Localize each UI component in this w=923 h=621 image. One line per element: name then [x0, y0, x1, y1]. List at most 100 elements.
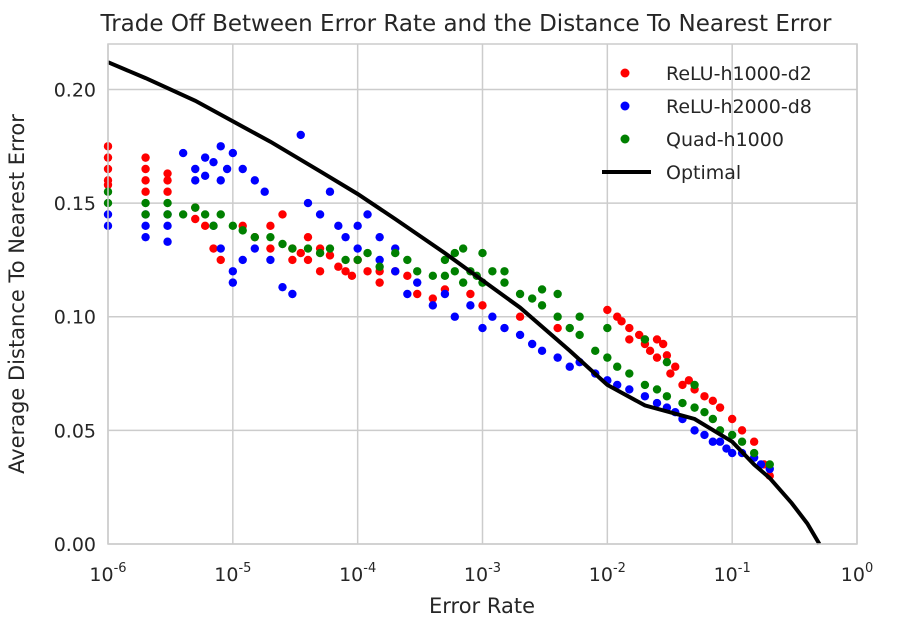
- data-point: [141, 198, 150, 208]
- data-point: [403, 289, 412, 299]
- data-point: [553, 323, 562, 333]
- data-point: [458, 244, 468, 253]
- x-tick-label: 10-2: [589, 561, 626, 586]
- data-point: [141, 221, 150, 231]
- data-point: [178, 210, 188, 219]
- data-points: [103, 130, 774, 481]
- data-point: [500, 267, 509, 276]
- data-point: [209, 157, 218, 167]
- data-point: [515, 330, 525, 340]
- data-point: [765, 460, 774, 469]
- legend-marker: [620, 68, 630, 78]
- data-point: [375, 262, 384, 271]
- data-point: [191, 164, 200, 174]
- data-point: [565, 323, 574, 333]
- data-point: [238, 226, 247, 235]
- data-point: [662, 351, 672, 360]
- data-point: [722, 444, 731, 453]
- data-point: [325, 251, 335, 260]
- data-point: [315, 248, 325, 258]
- data-point: [625, 323, 634, 333]
- data-point: [191, 203, 200, 212]
- data-point: [537, 301, 547, 310]
- data-point: [625, 369, 634, 378]
- data-point: [353, 244, 362, 253]
- data-point: [216, 244, 225, 253]
- data-point: [163, 221, 172, 231]
- legend-label: ReLU-h1000-d2: [666, 63, 812, 85]
- data-point: [700, 407, 709, 417]
- data-point: [613, 362, 622, 371]
- legend-label: Optimal: [666, 162, 741, 184]
- data-point: [749, 448, 759, 458]
- data-point: [250, 244, 260, 253]
- data-point: [708, 414, 718, 424]
- data-point: [458, 278, 468, 287]
- data-point: [715, 403, 725, 412]
- data-point: [666, 369, 675, 378]
- data-point: [727, 430, 737, 440]
- data-point: [591, 346, 600, 356]
- data-point: [537, 285, 547, 294]
- data-point: [662, 357, 672, 367]
- data-point: [749, 437, 759, 446]
- data-point: [200, 171, 210, 181]
- chart-title: Trade Off Between Error Rate and the Dis…: [100, 11, 832, 37]
- data-point: [141, 232, 150, 242]
- data-point: [500, 323, 509, 333]
- data-point: [450, 312, 460, 321]
- data-point: [678, 380, 687, 390]
- data-point: [315, 267, 325, 276]
- data-point: [403, 271, 412, 281]
- data-point: [640, 392, 650, 401]
- data-point: [315, 210, 325, 219]
- data-point: [163, 187, 172, 196]
- data-point: [266, 221, 275, 231]
- data-point: [678, 398, 687, 408]
- data-point: [303, 244, 313, 253]
- data-point: [603, 353, 612, 362]
- data-point: [250, 232, 260, 242]
- legend-entry: Optimal: [602, 162, 741, 184]
- data-point: [141, 153, 150, 162]
- data-point: [141, 164, 150, 174]
- data-point: [640, 380, 650, 390]
- data-point: [391, 267, 400, 276]
- data-point: [671, 362, 680, 371]
- data-point: [260, 187, 269, 196]
- data-point: [652, 335, 662, 344]
- data-point: [737, 437, 747, 446]
- legend-marker: [620, 101, 630, 111]
- data-point: [363, 248, 372, 258]
- data-point: [266, 255, 275, 265]
- data-point: [428, 271, 438, 281]
- data-point: [428, 294, 438, 303]
- x-axis-ticks: 10-6 10-5 10-4 10-3 10-2 10-1 100: [89, 561, 873, 586]
- data-point: [375, 232, 384, 242]
- x-tick-label: 10-3: [464, 561, 501, 586]
- data-point: [727, 448, 737, 458]
- data-point: [553, 353, 562, 362]
- legend-marker: [620, 134, 630, 144]
- plot-area: [103, 43, 858, 546]
- x-tick-label: 10-4: [339, 561, 376, 586]
- legend-entry: Quad-h1000: [620, 129, 784, 151]
- data-point: [325, 244, 335, 253]
- data-point: [278, 282, 287, 292]
- data-point: [527, 294, 537, 303]
- data-point: [303, 232, 313, 242]
- data-point: [288, 244, 297, 253]
- x-tick-label: 10-1: [714, 561, 751, 586]
- data-point: [363, 267, 372, 276]
- data-point: [708, 437, 718, 446]
- data-point: [341, 232, 350, 242]
- data-point: [216, 176, 225, 185]
- data-point: [617, 317, 626, 326]
- data-point: [163, 176, 172, 185]
- data-point: [575, 312, 584, 321]
- y-tick-label: 0.10: [54, 307, 96, 329]
- data-point: [296, 248, 305, 258]
- data-point: [527, 339, 537, 349]
- legend-entry: ReLU-h1000-d2: [620, 63, 812, 85]
- data-point: [288, 255, 297, 265]
